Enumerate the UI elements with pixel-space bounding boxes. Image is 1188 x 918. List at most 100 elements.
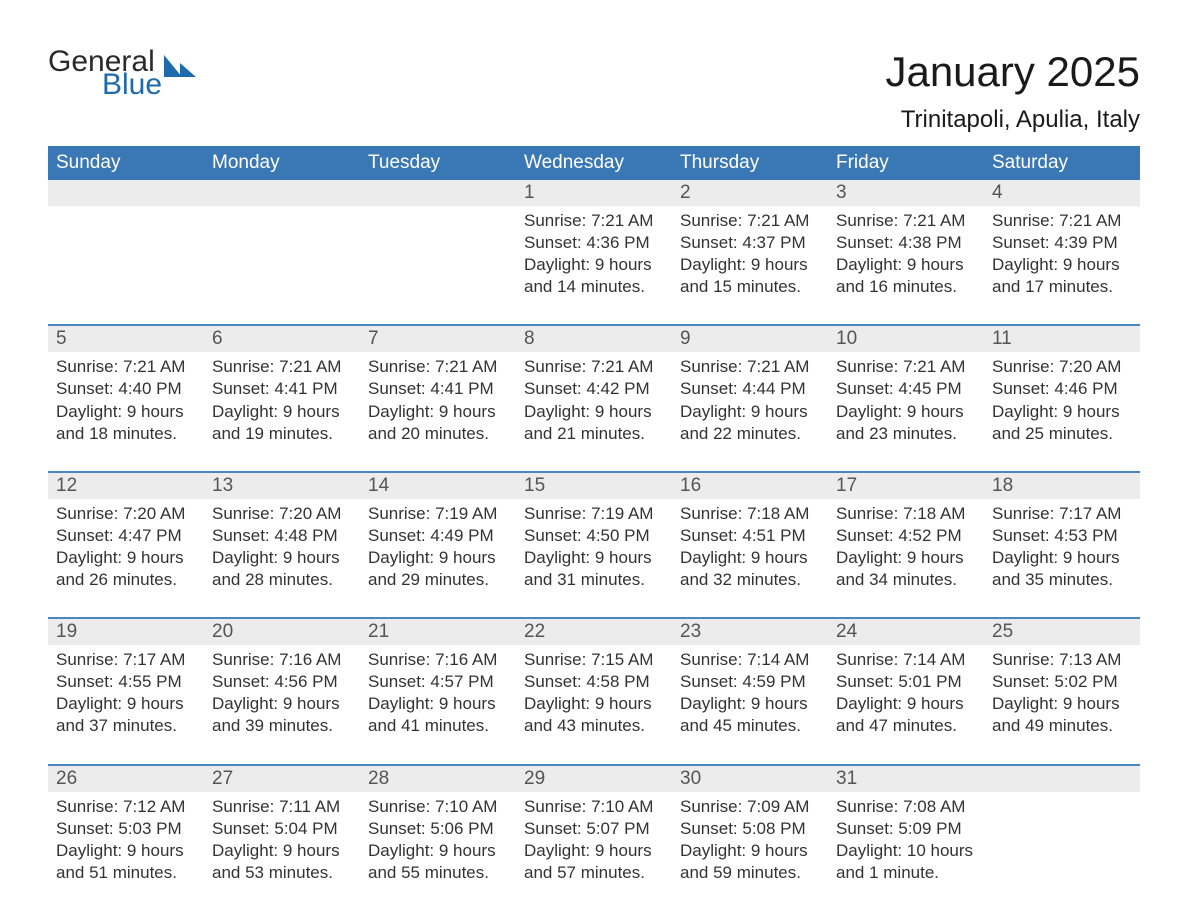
calendar-cell: 13Sunrise: 7:20 AMSunset: 4:48 PMDayligh… (204, 472, 360, 618)
cell-body: Sunrise: 7:16 AMSunset: 4:57 PMDaylight:… (368, 649, 508, 737)
sunrise-line: Sunrise: 7:15 AM (524, 649, 664, 671)
daylight-line: Daylight: 9 hours and 35 minutes. (992, 547, 1132, 591)
daylight-line: Daylight: 9 hours and 21 minutes. (524, 401, 664, 445)
calendar-week: 5Sunrise: 7:21 AMSunset: 4:40 PMDaylight… (48, 325, 1140, 471)
daylight-line: Daylight: 9 hours and 22 minutes. (680, 401, 820, 445)
sunset-line: Sunset: 4:53 PM (992, 525, 1132, 547)
cell-body: Sunrise: 7:21 AMSunset: 4:41 PMDaylight:… (212, 356, 352, 444)
calendar-cell: 19Sunrise: 7:17 AMSunset: 4:55 PMDayligh… (48, 618, 204, 764)
cell-body: Sunrise: 7:17 AMSunset: 4:53 PMDaylight:… (992, 503, 1132, 591)
day-number: 9 (672, 326, 828, 352)
cell-body: Sunrise: 7:11 AMSunset: 5:04 PMDaylight:… (212, 796, 352, 884)
calendar-cell: 8Sunrise: 7:21 AMSunset: 4:42 PMDaylight… (516, 325, 672, 471)
sunset-line: Sunset: 4:58 PM (524, 671, 664, 693)
cell-body: Sunrise: 7:16 AMSunset: 4:56 PMDaylight:… (212, 649, 352, 737)
calendar-cell: 12Sunrise: 7:20 AMSunset: 4:47 PMDayligh… (48, 472, 204, 618)
sunset-line: Sunset: 4:50 PM (524, 525, 664, 547)
calendar-cell: 17Sunrise: 7:18 AMSunset: 4:52 PMDayligh… (828, 472, 984, 618)
calendar-cell: 11Sunrise: 7:20 AMSunset: 4:46 PMDayligh… (984, 325, 1140, 471)
sunrise-line: Sunrise: 7:16 AM (212, 649, 352, 671)
calendar-cell: 21Sunrise: 7:16 AMSunset: 4:57 PMDayligh… (360, 618, 516, 764)
day-number (360, 180, 516, 206)
sunset-line: Sunset: 4:41 PM (212, 378, 352, 400)
cell-body: Sunrise: 7:20 AMSunset: 4:46 PMDaylight:… (992, 356, 1132, 444)
sunrise-line: Sunrise: 7:21 AM (524, 356, 664, 378)
cell-body: Sunrise: 7:21 AMSunset: 4:45 PMDaylight:… (836, 356, 976, 444)
sunset-line: Sunset: 4:55 PM (56, 671, 196, 693)
sunrise-line: Sunrise: 7:16 AM (368, 649, 508, 671)
sunset-line: Sunset: 4:47 PM (56, 525, 196, 547)
day-number: 19 (48, 619, 204, 645)
daylight-line: Daylight: 9 hours and 15 minutes. (680, 254, 820, 298)
cell-body: Sunrise: 7:20 AMSunset: 4:48 PMDaylight:… (212, 503, 352, 591)
cell-body: Sunrise: 7:18 AMSunset: 4:51 PMDaylight:… (680, 503, 820, 591)
daylight-line: Daylight: 9 hours and 57 minutes. (524, 840, 664, 884)
daylight-line: Daylight: 9 hours and 25 minutes. (992, 401, 1132, 445)
daylight-line: Daylight: 9 hours and 51 minutes. (56, 840, 196, 884)
sunrise-line: Sunrise: 7:20 AM (56, 503, 196, 525)
calendar-cell: 10Sunrise: 7:21 AMSunset: 4:45 PMDayligh… (828, 325, 984, 471)
cell-body: Sunrise: 7:21 AMSunset: 4:42 PMDaylight:… (524, 356, 664, 444)
day-number: 24 (828, 619, 984, 645)
daylight-line: Daylight: 9 hours and 20 minutes. (368, 401, 508, 445)
sunset-line: Sunset: 4:37 PM (680, 232, 820, 254)
logo: General Blue (48, 48, 198, 99)
day-number: 1 (516, 180, 672, 206)
cell-body: Sunrise: 7:21 AMSunset: 4:44 PMDaylight:… (680, 356, 820, 444)
logo-text: General Blue (48, 48, 162, 99)
day-number: 25 (984, 619, 1140, 645)
calendar-cell: 22Sunrise: 7:15 AMSunset: 4:58 PMDayligh… (516, 618, 672, 764)
cell-body: Sunrise: 7:21 AMSunset: 4:39 PMDaylight:… (992, 210, 1132, 298)
day-number (204, 180, 360, 206)
sunrise-line: Sunrise: 7:19 AM (524, 503, 664, 525)
day-number: 6 (204, 326, 360, 352)
daylight-line: Daylight: 9 hours and 43 minutes. (524, 693, 664, 737)
sunrise-line: Sunrise: 7:10 AM (368, 796, 508, 818)
sunrise-line: Sunrise: 7:18 AM (836, 503, 976, 525)
sunrise-line: Sunrise: 7:18 AM (680, 503, 820, 525)
day-number: 2 (672, 180, 828, 206)
cell-body: Sunrise: 7:10 AMSunset: 5:07 PMDaylight:… (524, 796, 664, 884)
sunrise-line: Sunrise: 7:08 AM (836, 796, 976, 818)
sunset-line: Sunset: 4:46 PM (992, 378, 1132, 400)
cell-body: Sunrise: 7:19 AMSunset: 4:50 PMDaylight:… (524, 503, 664, 591)
sunrise-line: Sunrise: 7:21 AM (680, 356, 820, 378)
daylight-line: Daylight: 9 hours and 47 minutes. (836, 693, 976, 737)
sunset-line: Sunset: 5:06 PM (368, 818, 508, 840)
calendar-cell: 3Sunrise: 7:21 AMSunset: 4:38 PMDaylight… (828, 180, 984, 325)
sunset-line: Sunset: 4:40 PM (56, 378, 196, 400)
calendar-cell: 1Sunrise: 7:21 AMSunset: 4:36 PMDaylight… (516, 180, 672, 325)
sunset-line: Sunset: 5:08 PM (680, 818, 820, 840)
day-number: 31 (828, 766, 984, 792)
title-block: January 2025 Trinitapoli, Apulia, Italy (885, 48, 1140, 134)
sunset-line: Sunset: 4:57 PM (368, 671, 508, 693)
day-number: 16 (672, 473, 828, 499)
sunset-line: Sunset: 5:03 PM (56, 818, 196, 840)
weekday-header: Tuesday (360, 146, 516, 180)
header-row: General Blue January 2025 Trinitapoli, A… (48, 48, 1140, 134)
sunset-line: Sunset: 4:51 PM (680, 525, 820, 547)
cell-body: Sunrise: 7:21 AMSunset: 4:40 PMDaylight:… (56, 356, 196, 444)
calendar-cell (360, 180, 516, 325)
calendar-cell: 4Sunrise: 7:21 AMSunset: 4:39 PMDaylight… (984, 180, 1140, 325)
daylight-line: Daylight: 9 hours and 18 minutes. (56, 401, 196, 445)
daylight-line: Daylight: 9 hours and 31 minutes. (524, 547, 664, 591)
sunrise-line: Sunrise: 7:17 AM (56, 649, 196, 671)
sunset-line: Sunset: 4:45 PM (836, 378, 976, 400)
daylight-line: Daylight: 9 hours and 59 minutes. (680, 840, 820, 884)
sunrise-line: Sunrise: 7:14 AM (836, 649, 976, 671)
day-number: 7 (360, 326, 516, 352)
sunrise-line: Sunrise: 7:21 AM (368, 356, 508, 378)
calendar-cell: 2Sunrise: 7:21 AMSunset: 4:37 PMDaylight… (672, 180, 828, 325)
sunset-line: Sunset: 5:07 PM (524, 818, 664, 840)
calendar-cell: 16 Sunrise: 7:18 AMSunset: 4:51 PMDayligh… (672, 472, 828, 618)
cell-body: Sunrise: 7:08 AMSunset: 5:09 PMDaylight:… (836, 796, 976, 884)
weekday-header: Sunday (48, 146, 204, 180)
day-number (984, 766, 1140, 792)
cell-body: Sunrise: 7:21 AMSunset: 4:41 PMDaylight:… (368, 356, 508, 444)
logo-line2: Blue (102, 71, 162, 100)
cell-body: Sunrise: 7:14 AMSunset: 5:01 PMDaylight:… (836, 649, 976, 737)
calendar-cell: 29Sunrise: 7:10 AMSunset: 5:07 PMDayligh… (516, 765, 672, 910)
day-number: 23 (672, 619, 828, 645)
sunrise-line: Sunrise: 7:21 AM (212, 356, 352, 378)
